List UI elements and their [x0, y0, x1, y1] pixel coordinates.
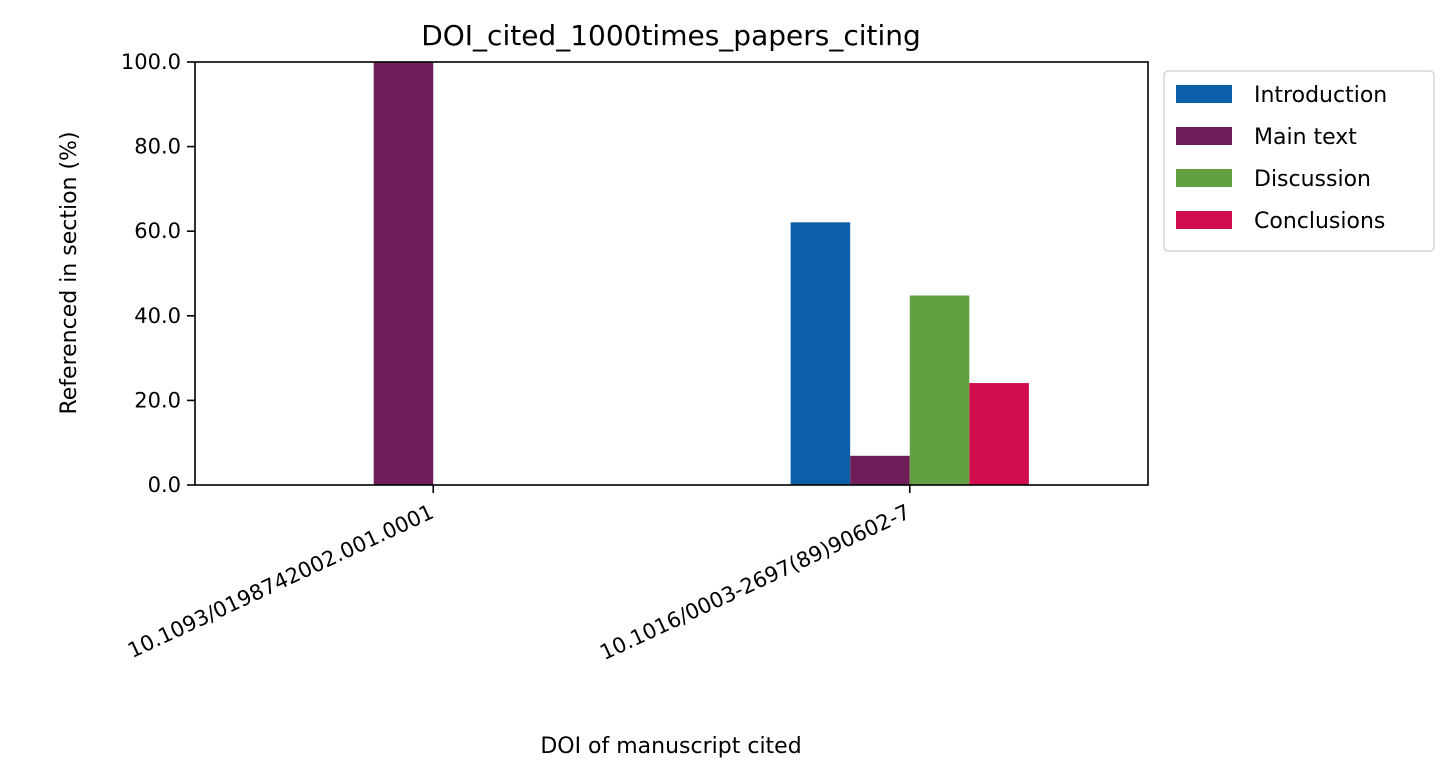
y-tick-label: 100.0 [121, 50, 181, 74]
legend-box [1163, 70, 1435, 252]
x-axis: 10.1093/0198742002.001.0001 10.1016/0003-… [124, 485, 914, 665]
legend-label-discussion: Discussion [1254, 167, 1371, 192]
y-axis: 0.0 20.0 40.0 60.0 80.0 100.0 [121, 50, 195, 497]
legend-label-conclusions: Conclusions [1254, 209, 1385, 234]
x-tick-label: 10.1016/0003-2697(89)90602-7 [596, 500, 914, 665]
legend-label-introduction: Introduction [1254, 83, 1387, 108]
y-tick-label: 20.0 [134, 388, 181, 412]
bars-group [373, 62, 1029, 485]
bar-conclusions-1 [969, 383, 1029, 485]
legend-swatch-introduction [1176, 85, 1232, 103]
legend-swatch-conclusions [1176, 211, 1232, 229]
plot-frame [194, 61, 1149, 486]
bar-main-text-1 [850, 455, 910, 485]
chart-title: DOI_cited_1000times_papers_citing [421, 19, 921, 52]
y-tick-label: 40.0 [134, 304, 181, 328]
y-tick-label: 0.0 [148, 473, 181, 497]
bar-introduction-1 [790, 222, 851, 485]
y-tick-label: 60.0 [134, 219, 181, 243]
legend-swatch-main-text [1176, 127, 1232, 145]
y-axis-label: Referenced in section (%) [57, 131, 82, 414]
legend-swatch-discussion [1176, 169, 1232, 187]
legend-label-main-text: Main text [1254, 125, 1357, 150]
y-tick-label: 80.0 [134, 135, 181, 159]
bar-discussion-1 [909, 295, 970, 485]
legend: Introduction Main text Discussion Conclusio… [1163, 70, 1435, 252]
x-axis-label: DOI of manuscript cited [540, 734, 801, 759]
x-tick-label: 10.1093/0198742002.001.0001 [124, 500, 437, 663]
bar-main-text-0 [373, 62, 434, 485]
